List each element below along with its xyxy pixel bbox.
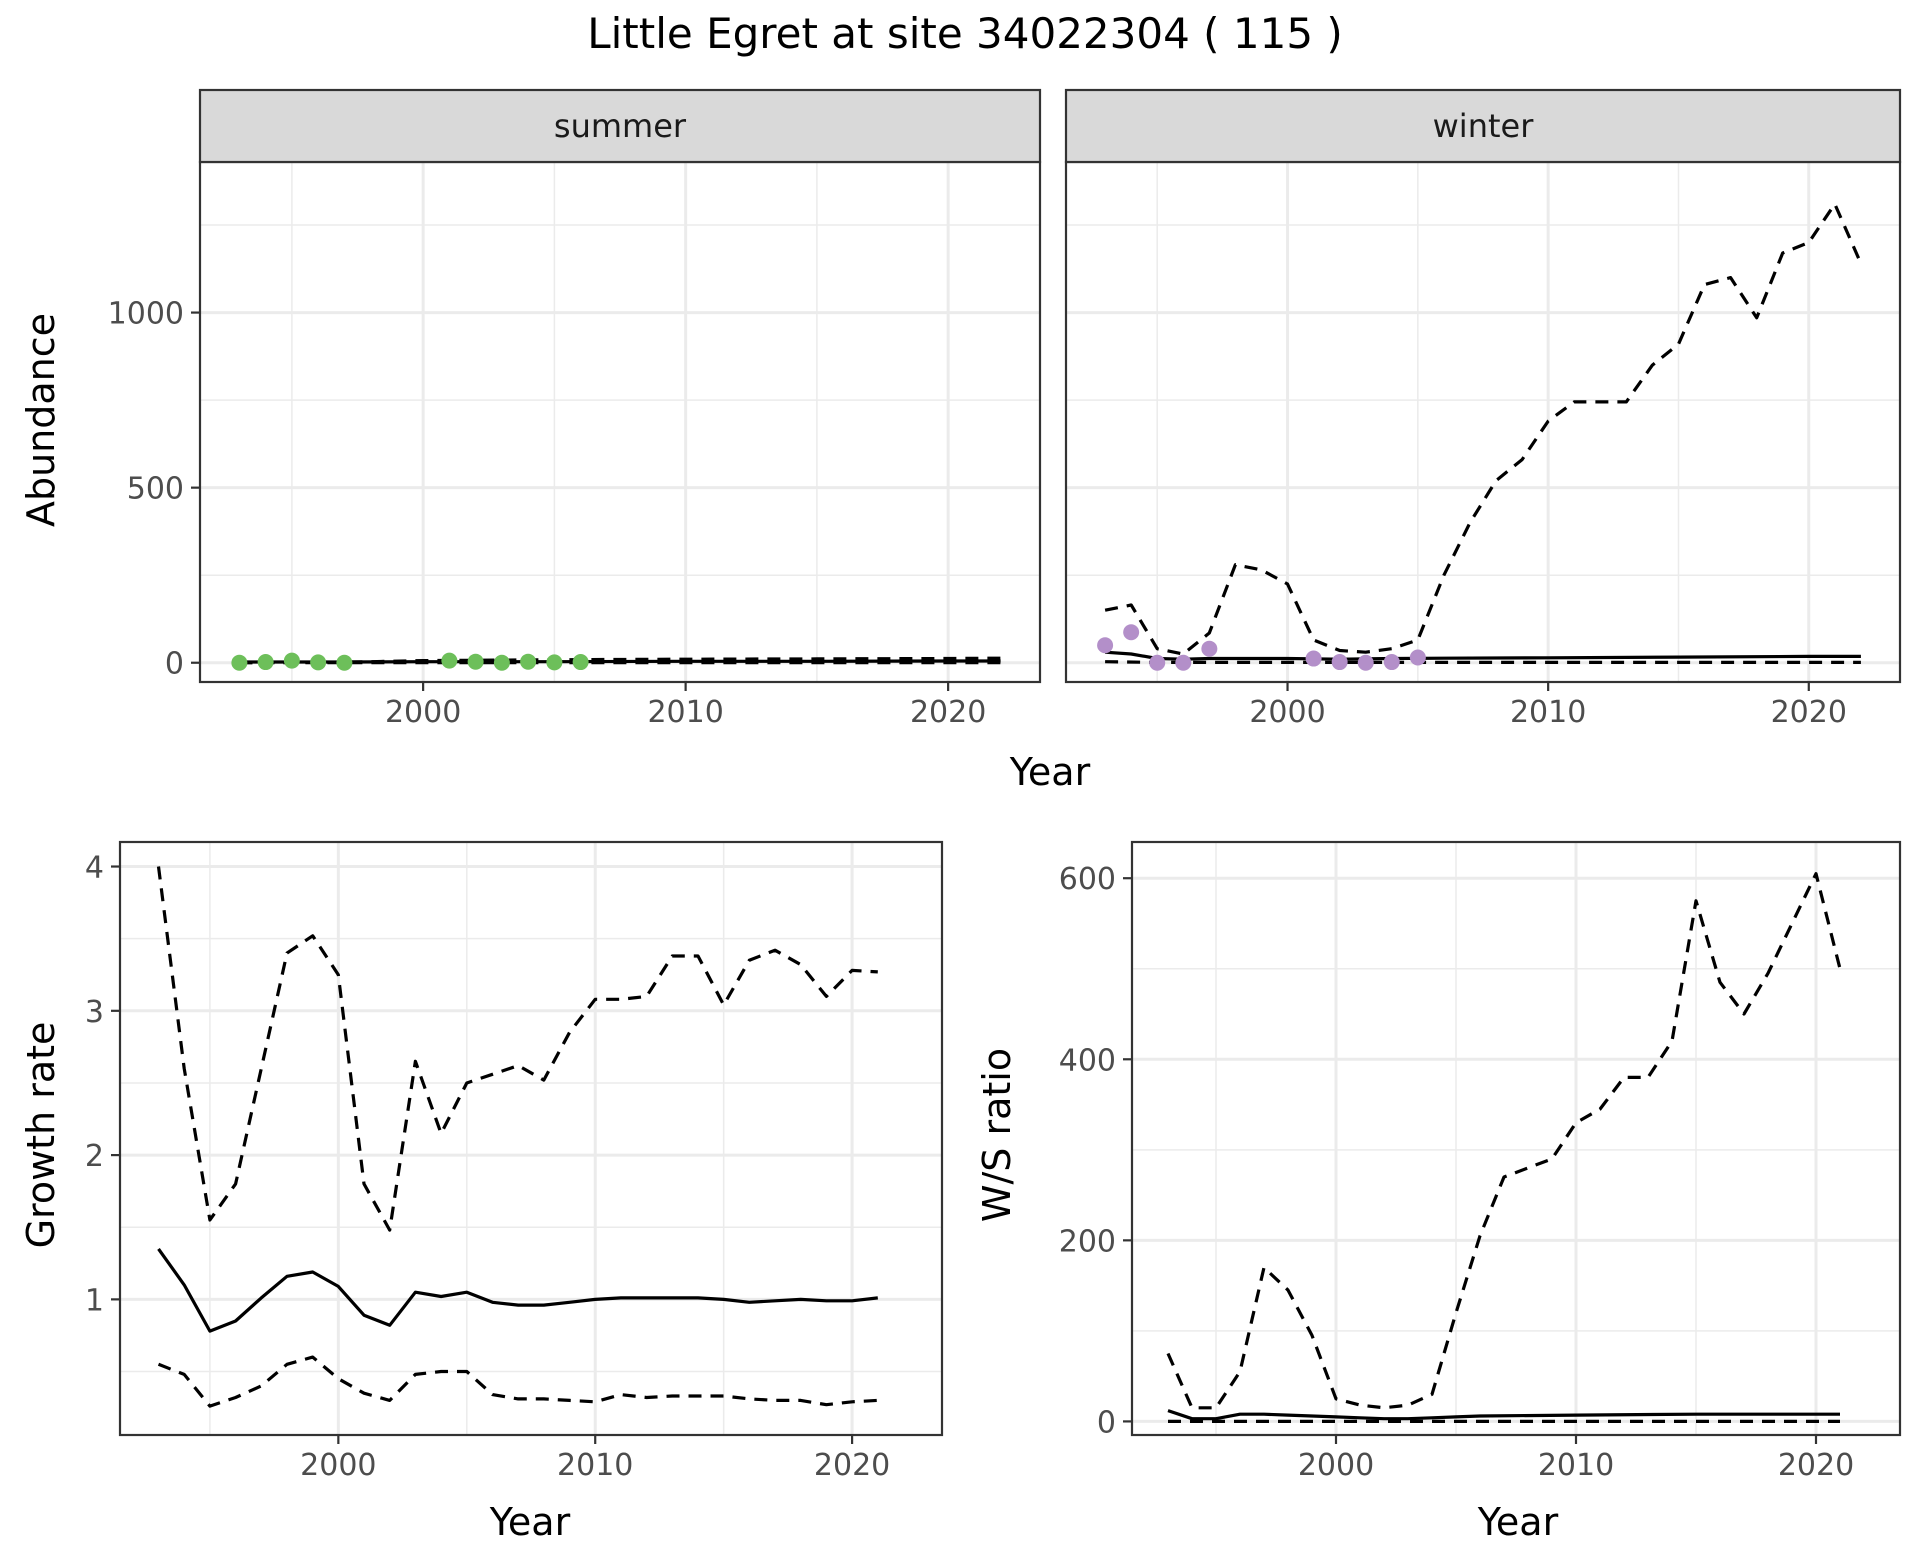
x-tick-label: 2000 xyxy=(1298,1448,1374,1483)
ws-ratio-x-axis-label: Year xyxy=(1477,1500,1559,1544)
x-tick-label: 2020 xyxy=(1778,1448,1854,1483)
data-point xyxy=(1097,637,1114,654)
panel-border xyxy=(1130,840,1902,1437)
ws-ratio-y-axis-label: W/S ratio xyxy=(975,1048,1019,1222)
data-point xyxy=(1201,640,1218,657)
data-point xyxy=(441,652,458,669)
data-point xyxy=(1123,624,1140,641)
panel-winter: winter 2000 2010 2020 xyxy=(1064,88,1902,730)
y-tick-label: 4 xyxy=(85,851,104,886)
data-point xyxy=(310,654,327,671)
data-point xyxy=(1175,654,1192,671)
x-tick-label: 2000 xyxy=(385,695,461,730)
growth-rate-chart: 2000 2010 2020 1 2 3 4 Growth rate Year xyxy=(19,840,944,1544)
y-tick-label: 1000 xyxy=(108,297,184,332)
panel-ws-ratio: 2000 2010 2020 0 200 400 600 xyxy=(1059,840,1902,1483)
data-point xyxy=(283,652,300,669)
y-tick-label: 0 xyxy=(165,647,184,682)
data-point xyxy=(257,654,274,671)
x-tick-label: 2010 xyxy=(1510,695,1586,730)
y-tick-label: 1 xyxy=(85,1283,104,1318)
series-line-dashed xyxy=(1104,202,1863,656)
data-point xyxy=(231,654,248,671)
data-point xyxy=(546,654,563,671)
series-line-dashed xyxy=(156,866,878,1232)
series-line-dashed xyxy=(1166,872,1842,1410)
data-point xyxy=(1357,654,1374,671)
data-point xyxy=(1409,649,1426,666)
panel-background xyxy=(1066,162,1900,682)
growth-x-axis-label: Year xyxy=(489,1500,571,1544)
x-tick-label: 2000 xyxy=(300,1448,376,1483)
data-point xyxy=(1331,654,1348,671)
x-tick-label: 2010 xyxy=(647,695,723,730)
x-tick-label: 2000 xyxy=(1249,695,1325,730)
x-tick-label: 2010 xyxy=(1538,1448,1614,1483)
y-tick-label: 0 xyxy=(1097,1405,1116,1440)
x-tick-label: 2020 xyxy=(910,695,986,730)
facet-strip-label: winter xyxy=(1433,107,1535,145)
panel-background xyxy=(1132,842,1900,1435)
data-point xyxy=(1383,654,1400,671)
panel-growth: 2000 2010 2020 1 2 3 4 xyxy=(85,840,944,1483)
facet-strip-label: summer xyxy=(554,107,687,145)
x-tick-label: 2020 xyxy=(814,1448,890,1483)
ws-ratio-chart: 2000 2010 2020 0 200 400 600 W/S ratio Year xyxy=(975,840,1902,1544)
y-tick-label: 500 xyxy=(127,472,184,507)
y-tick-label: 200 xyxy=(1059,1224,1116,1259)
y-tick-label: 400 xyxy=(1059,1043,1116,1078)
series-line-dashed xyxy=(157,1355,878,1408)
data-point xyxy=(493,654,510,671)
panel-background xyxy=(120,842,942,1435)
abundance-y-axis-label: Abundance xyxy=(19,313,63,527)
facet-strip xyxy=(1064,88,1902,164)
y-tick-label: 3 xyxy=(85,995,104,1030)
y-tick-label: 600 xyxy=(1059,862,1116,897)
data-point xyxy=(1305,650,1322,667)
panel-summer: summer 2000 2010 2020 0 500 1000 xyxy=(108,88,1042,730)
data-point xyxy=(572,654,589,671)
x-tick-label: 2020 xyxy=(1771,695,1847,730)
data-point xyxy=(1149,654,1166,671)
series-line-dashed xyxy=(1105,660,1861,665)
y-tick-label: 2 xyxy=(85,1139,104,1174)
data-point xyxy=(520,653,537,670)
panel-border xyxy=(118,840,944,1437)
data-point xyxy=(467,653,484,670)
facet-strip xyxy=(198,88,1042,164)
growth-y-axis-label: Growth rate xyxy=(19,1022,63,1249)
panel-background xyxy=(200,162,1040,682)
series-line-solid xyxy=(1167,1409,1840,1421)
abundance-chart: summer 2000 2010 2020 0 500 1000 winter 2000 201… xyxy=(19,88,1902,794)
data-point xyxy=(336,654,353,671)
x-tick-label: 2010 xyxy=(557,1448,633,1483)
series-line-solid xyxy=(157,1247,878,1333)
figure-title: Little Egret at site 34022304 ( 115 ) xyxy=(587,9,1343,58)
abundance-x-axis-label: Year xyxy=(1009,750,1091,794)
